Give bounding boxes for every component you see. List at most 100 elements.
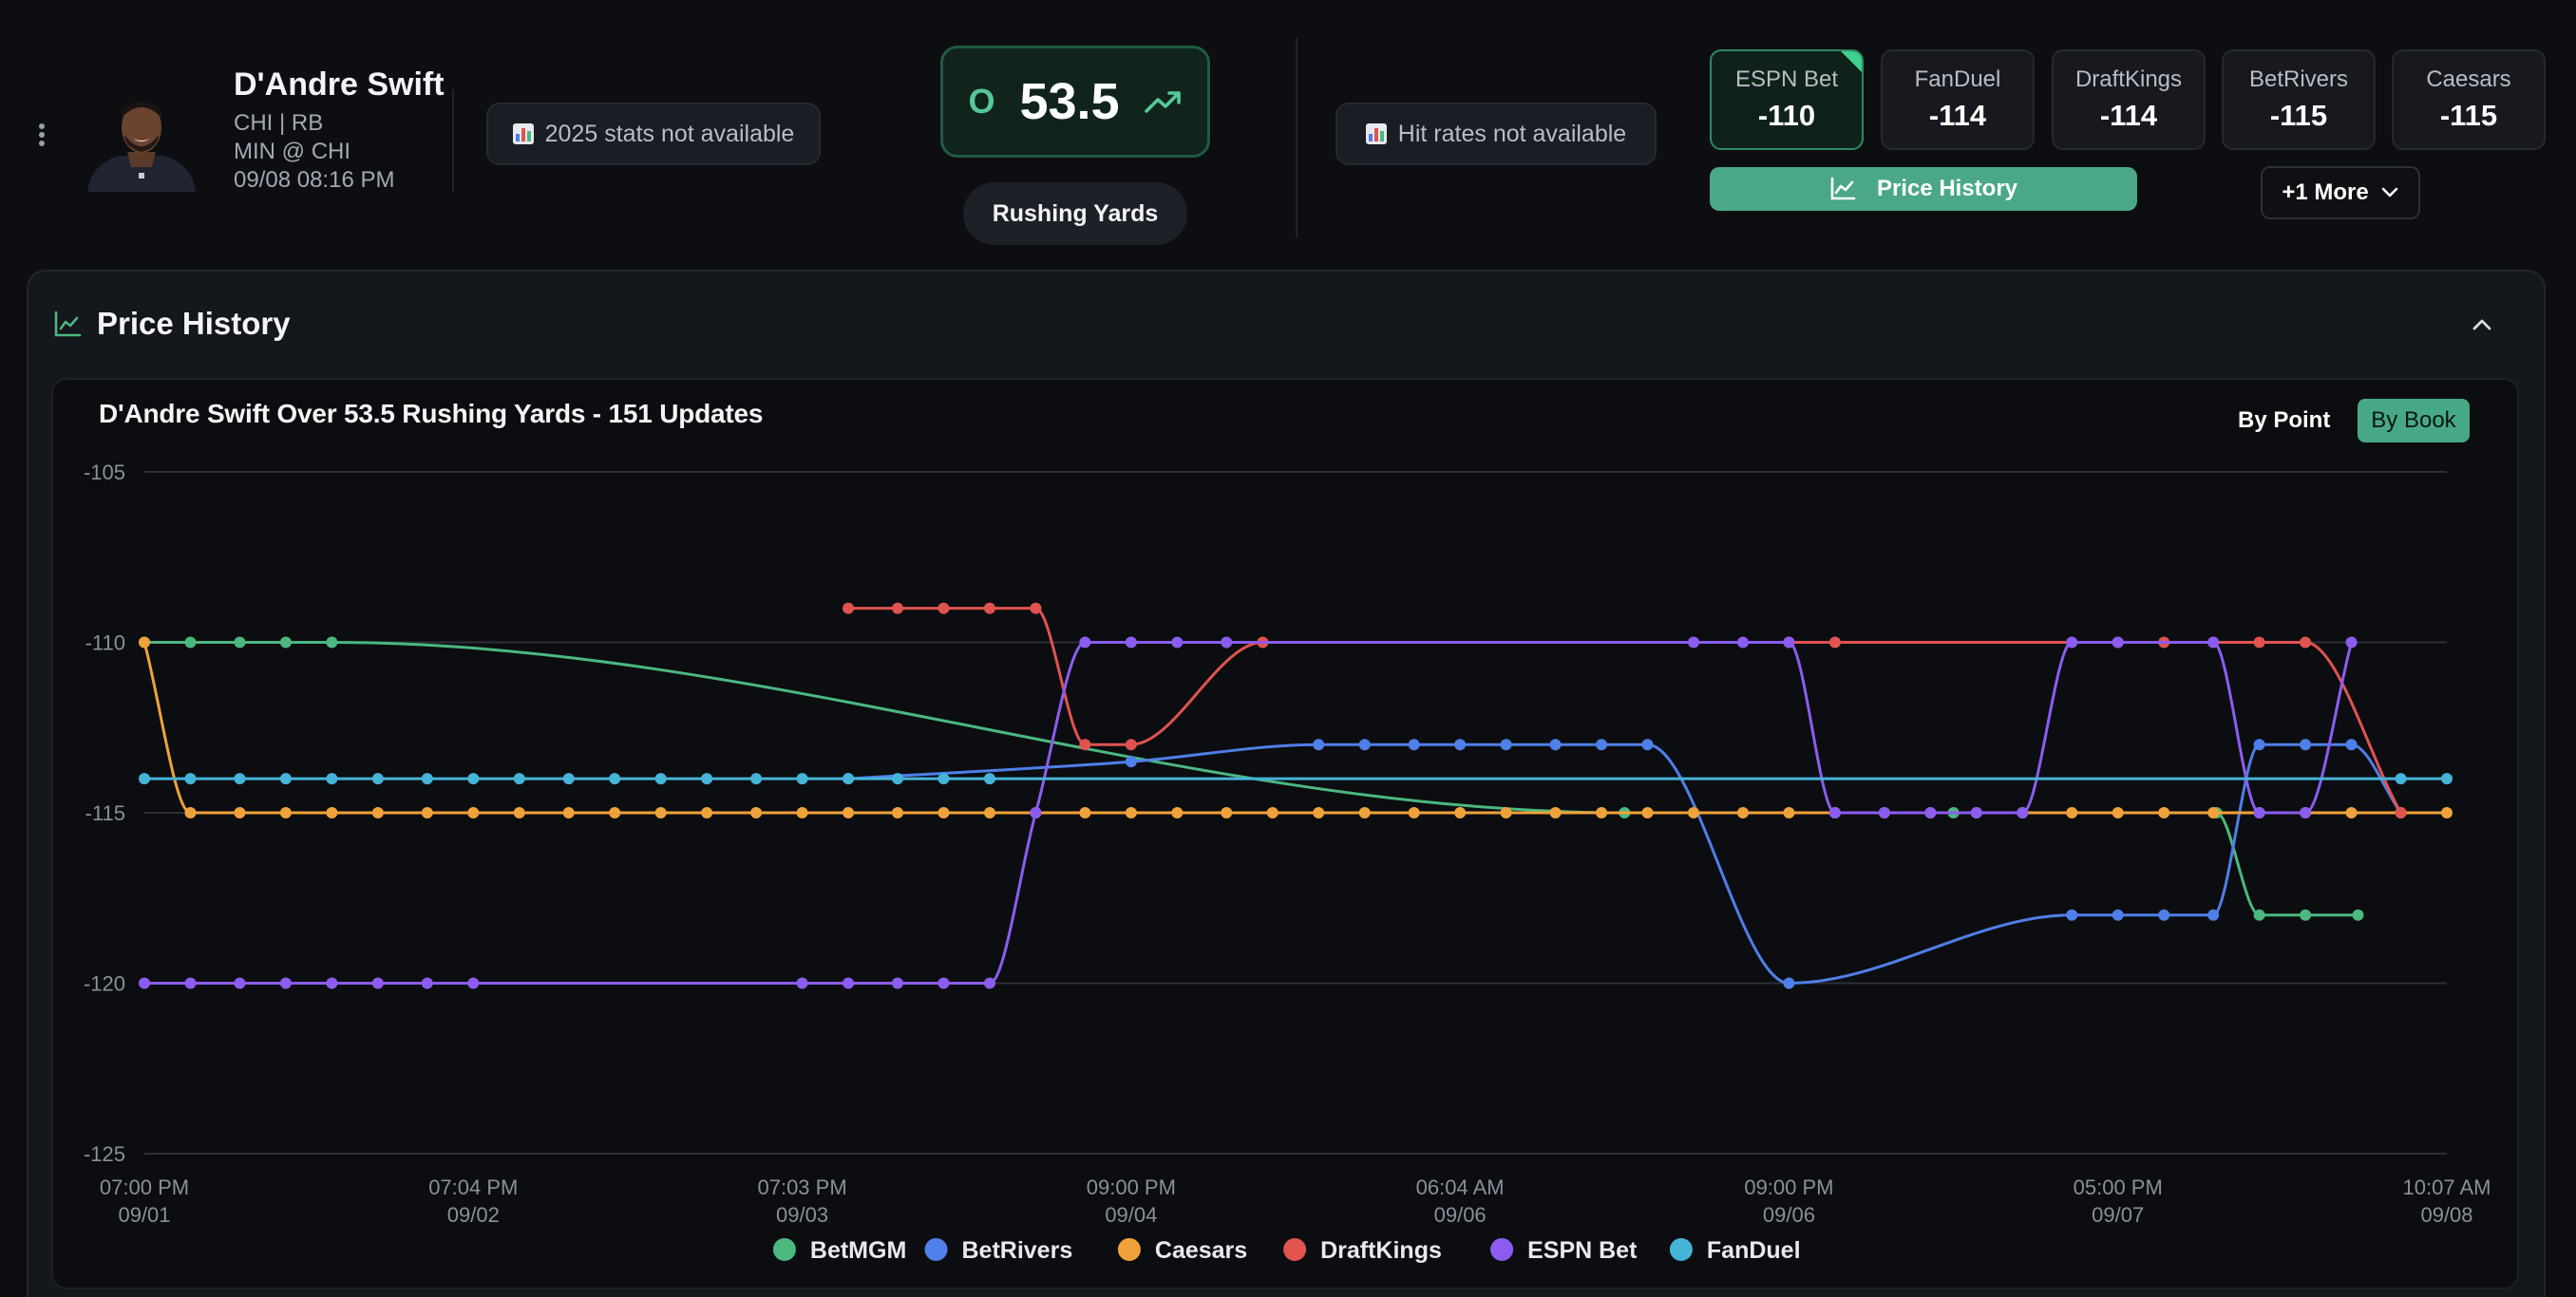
data-point (279, 636, 292, 648)
data-point (796, 773, 808, 785)
more-books-dropdown[interactable]: +1 More (2261, 166, 2420, 219)
book-name: FanDuel (1914, 66, 2001, 92)
line-value: 53.5 (1019, 73, 1120, 130)
legend-swatch (772, 1238, 796, 1261)
data-point (2253, 739, 2265, 751)
by-book-toggle[interactable]: By Book (2358, 399, 2470, 442)
data-point (184, 977, 197, 989)
data-point (513, 807, 525, 818)
data-point (1878, 807, 1890, 818)
data-point (2066, 807, 2078, 818)
data-point (562, 807, 575, 818)
data-point (1828, 636, 1841, 648)
data-point (562, 773, 575, 785)
book-odds: -114 (1928, 99, 1987, 132)
data-point (843, 977, 855, 989)
data-point (1125, 807, 1137, 818)
market-label: Rushing Yards (963, 182, 1187, 245)
data-point (1924, 807, 1937, 818)
data-point (279, 807, 292, 818)
x-tick-label: 09:00 PM (1744, 1175, 1833, 1199)
player-name: D'Andre Swift (234, 66, 445, 103)
data-point (796, 977, 808, 989)
player-team-position: CHI | RB (234, 110, 324, 136)
data-point (938, 602, 950, 614)
x-tick-label: 09/06 (1763, 1203, 1815, 1227)
chevron-up-icon[interactable] (2468, 313, 2496, 336)
data-point (2207, 807, 2220, 818)
data-point (467, 807, 480, 818)
data-point (701, 807, 713, 818)
more-books-label: +1 More (2282, 179, 2369, 205)
data-point (1549, 807, 1562, 818)
x-tick-label: 09/02 (447, 1203, 500, 1227)
data-point (1500, 739, 1512, 751)
data-point (891, 977, 903, 989)
data-point (371, 773, 384, 785)
data-point (1783, 807, 1795, 818)
data-point (1970, 807, 1982, 818)
x-tick-label: 05:00 PM (2074, 1175, 2163, 1199)
data-point (234, 773, 246, 785)
price-history-button-label: Price History (1876, 176, 2018, 201)
x-tick-label: 09/07 (2092, 1203, 2144, 1227)
data-point (279, 773, 292, 785)
data-point (326, 636, 338, 648)
book-card-espn-bet[interactable]: ESPN Bet -110 (1710, 49, 1864, 150)
data-point (654, 807, 667, 818)
legend-swatch (1117, 1238, 1141, 1261)
data-point (2253, 807, 2265, 818)
series-line (848, 742, 2402, 986)
data-point (1783, 977, 1795, 989)
data-point (2112, 636, 2124, 648)
x-tick-label: 07:00 PM (100, 1175, 189, 1199)
data-point (234, 807, 246, 818)
data-point (796, 807, 808, 818)
line-chart-icon (54, 310, 82, 337)
data-point (421, 773, 433, 785)
data-point (326, 807, 338, 818)
data-point (1736, 636, 1749, 648)
book-card-fanduel[interactable]: FanDuel -114 (1881, 49, 2035, 150)
data-point (2207, 636, 2220, 648)
x-tick-label: 10:07 AM (2403, 1175, 2491, 1199)
divider (452, 89, 454, 192)
y-tick-label: -105 (84, 461, 125, 484)
by-point-toggle[interactable]: By Point (2238, 407, 2331, 433)
bar-chart-icon (1365, 123, 1387, 144)
y-tick-label: -115 (85, 801, 125, 825)
data-point (1079, 807, 1091, 818)
legend-swatch (1490, 1238, 1514, 1261)
data-point (1641, 739, 1654, 751)
more-options-icon[interactable] (32, 118, 51, 152)
data-point (2253, 909, 2265, 921)
stats-unavailable-text: 2025 stats not available (544, 120, 795, 147)
book-name: DraftKings (2074, 66, 2183, 92)
x-tick-label: 09:00 PM (1087, 1175, 1176, 1199)
data-point (750, 773, 763, 785)
data-point (938, 773, 950, 785)
data-point (1125, 739, 1137, 751)
data-point (938, 977, 950, 989)
data-point (983, 807, 995, 818)
data-point (2017, 807, 2029, 818)
data-point (938, 807, 950, 818)
book-name: BetRivers (2248, 66, 2349, 92)
data-point (891, 602, 903, 614)
data-point (1171, 807, 1184, 818)
data-point (1079, 636, 1091, 648)
data-point (1125, 756, 1137, 768)
book-card-draftkings[interactable]: DraftKings -114 (2052, 49, 2206, 150)
data-point (2441, 807, 2453, 818)
legend-label: DraftKings (1320, 1237, 1442, 1264)
price-history-button[interactable]: Price History (1710, 167, 2137, 211)
data-point (1313, 739, 1325, 751)
legend-label: BetRivers (962, 1237, 1073, 1264)
data-point (467, 977, 480, 989)
data-point (371, 807, 384, 818)
chevron-down-icon (2381, 187, 2397, 197)
book-card-betrivers[interactable]: BetRivers -115 (2222, 49, 2376, 150)
data-point (750, 807, 763, 818)
book-card-caesars[interactable]: Caesars -115 (2392, 49, 2546, 150)
data-point (1266, 807, 1279, 818)
